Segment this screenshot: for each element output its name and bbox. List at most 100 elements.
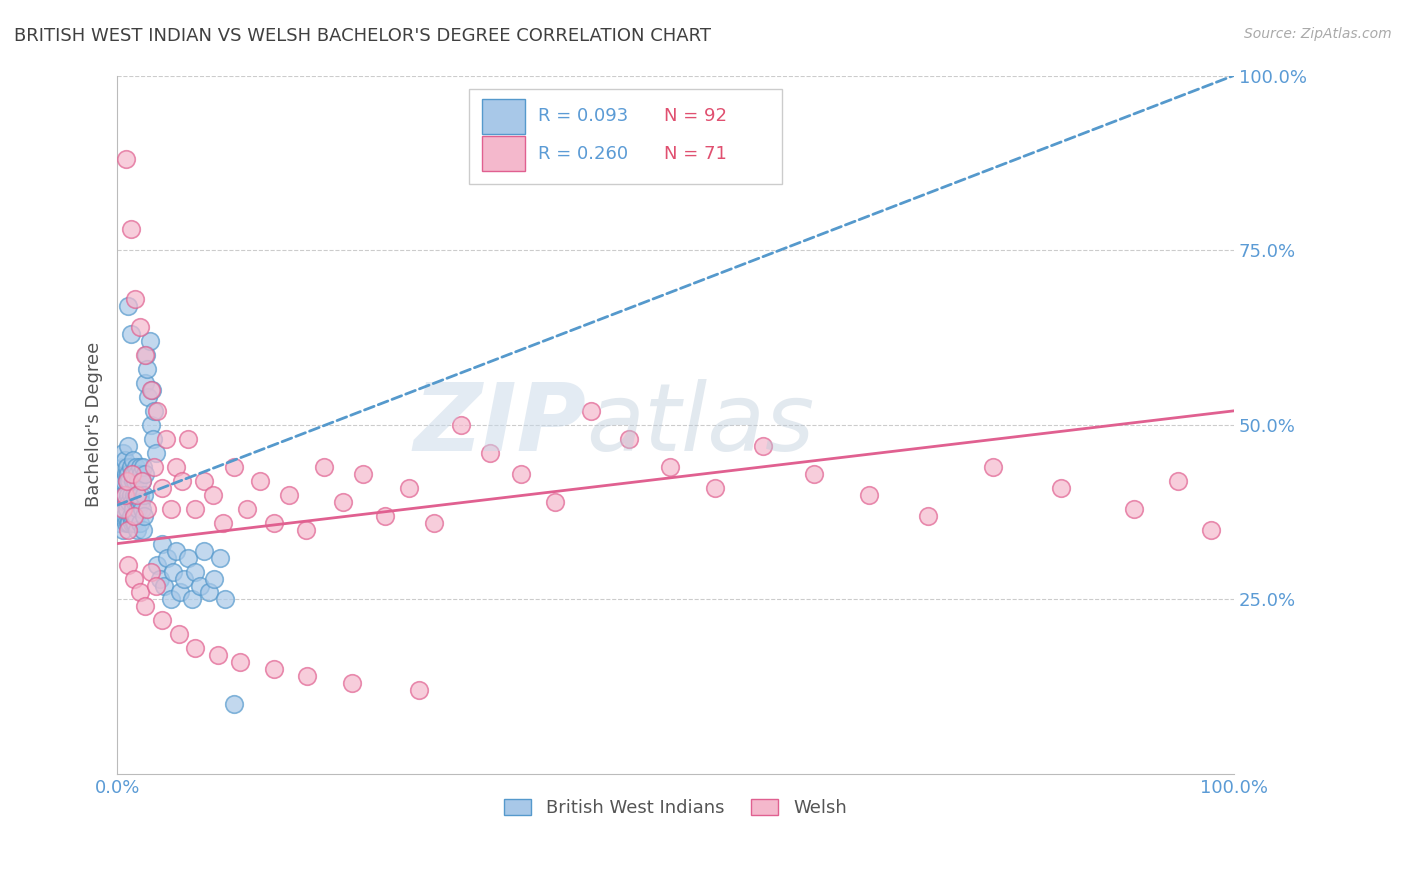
Point [124,516,146,530]
Point [114,488,136,502]
Point [125,488,148,502]
Point [212,516,235,530]
Point [129,467,152,481]
Point [111,501,134,516]
Point [127,467,149,481]
Point [134,599,156,614]
Point [1167,474,1189,488]
Point [136,501,159,516]
Point [122,488,145,502]
Point [193,474,215,488]
Point [703,481,725,495]
Point [120,222,142,236]
Point [917,508,939,523]
Point [173,572,195,586]
Point [156,550,179,565]
Point [121,501,143,516]
Point [170,474,193,488]
FancyBboxPatch shape [482,99,524,134]
Point [184,641,207,656]
Y-axis label: Bachelor's Degree: Bachelor's Degree [86,343,103,508]
Point [131,474,153,488]
Point [352,467,374,481]
Point [312,459,335,474]
Point [115,494,138,508]
Point [184,565,207,579]
Point [139,565,162,579]
Point [150,481,173,495]
Point [167,627,190,641]
FancyBboxPatch shape [470,89,782,184]
Point [117,516,139,530]
Point [162,565,184,579]
Point [340,676,363,690]
Point [229,656,252,670]
Point [112,501,135,516]
Point [121,467,143,481]
Point [128,459,150,474]
Point [128,516,150,530]
Point [117,299,139,313]
Point [398,481,420,495]
Point [176,432,198,446]
Text: atlas: atlas [586,379,814,470]
Point [146,558,169,572]
Point [138,334,160,348]
Point [121,452,143,467]
Point [1123,501,1146,516]
Point [114,508,136,523]
Point [129,494,152,508]
Point [658,459,681,474]
Point [1201,523,1223,537]
Point [150,614,173,628]
Point [134,348,156,362]
Point [169,585,191,599]
Point [121,467,143,481]
Point [1049,481,1071,495]
Point [118,494,141,508]
Point [118,516,141,530]
Point [132,488,155,502]
Point [214,592,236,607]
Point [122,508,145,523]
Text: BRITISH WEST INDIAN VS WELSH BACHELOR'S DEGREE CORRELATION CHART: BRITISH WEST INDIAN VS WELSH BACHELOR'S … [14,27,711,45]
Text: R = 0.093: R = 0.093 [538,107,628,125]
Point [207,648,229,663]
Point [117,488,139,502]
Point [263,662,285,676]
Point [127,494,149,508]
Point [142,432,165,446]
Point [131,501,153,516]
Point [115,474,138,488]
Point [111,523,134,537]
Point [155,432,177,446]
Point [295,523,318,537]
Point [120,508,142,523]
Point [617,432,640,446]
Point [117,558,139,572]
Point [121,494,143,508]
Point [202,488,225,502]
Point [120,488,142,502]
Point [149,572,172,586]
Point [184,501,207,516]
Text: N = 92: N = 92 [664,107,727,125]
Point [450,417,472,432]
Point [134,467,156,481]
Point [150,536,173,550]
Point [181,592,204,607]
Point [112,474,135,488]
Point [224,459,246,474]
Point [128,585,150,599]
Point [111,446,134,460]
Legend: British West Indians, Welsh: British West Indians, Welsh [498,792,853,824]
Point [115,459,138,474]
Point [858,488,880,502]
Point [128,320,150,334]
Point [135,348,157,362]
Point [132,523,155,537]
Point [132,508,155,523]
Point [121,474,143,488]
Text: ZIP: ZIP [413,379,586,471]
Point [176,550,198,565]
